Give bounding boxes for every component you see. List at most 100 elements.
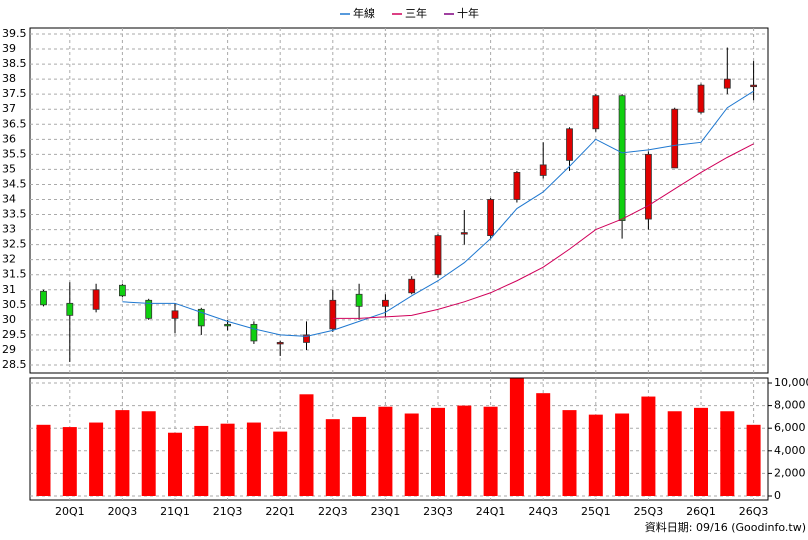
y2-tick-label: 2,000 <box>774 466 806 479</box>
candle-body <box>671 108 679 169</box>
x-tick-label: 22Q1 <box>265 505 295 518</box>
footer: 資料日期: 09/16 (Goodinfo.tw) <box>645 520 806 534</box>
volume-bar <box>720 411 735 496</box>
volume-bar <box>641 396 656 496</box>
candle-body <box>697 84 705 113</box>
volume-bar <box>36 424 51 496</box>
y-tick-label: 33.5 <box>2 208 27 221</box>
candle-body <box>92 289 100 310</box>
volume-bar <box>431 407 445 496</box>
candle-body <box>303 334 310 343</box>
y-tick-label: 30 <box>2 313 16 326</box>
y-tick-label: 28.5 <box>2 358 27 371</box>
x-tick-label: 26Q1 <box>686 505 716 518</box>
volume-bar <box>325 419 340 496</box>
x-tick-label: 25Q3 <box>634 505 664 518</box>
y-tick-label: 38.5 <box>2 57 27 70</box>
volume-bar <box>588 414 603 496</box>
candle-body <box>566 128 573 161</box>
y2-tick-label: 6,000 <box>774 421 806 434</box>
y-tick-label: 32.5 <box>2 238 27 251</box>
y-tick-label: 31 <box>2 283 16 296</box>
y-tick-label: 34.5 <box>2 177 27 190</box>
x-tick-label: 20Q3 <box>108 505 138 518</box>
legend-label: 年線 <box>353 6 375 20</box>
candle-body <box>224 323 232 327</box>
y2-tick-label: 4,000 <box>774 444 806 457</box>
candle-body <box>487 199 495 237</box>
y-tick-label: 38 <box>2 72 16 85</box>
x-tick-label: 25Q1 <box>581 505 611 518</box>
candle-body <box>66 302 74 316</box>
candle-body <box>276 342 284 345</box>
x-tick-label: 22Q3 <box>318 505 348 518</box>
volume-bar <box>273 431 288 496</box>
volume-bar <box>352 416 367 496</box>
volume-bar <box>694 407 708 496</box>
ma-line <box>122 90 754 337</box>
y-tick-label: 36 <box>2 132 16 145</box>
volume-bar <box>404 413 419 496</box>
y-tick-label: 39 <box>2 42 16 55</box>
y-tick-label: 33 <box>2 223 16 236</box>
y-tick-label: 30.5 <box>2 298 27 311</box>
y-tick-label: 39.5 <box>2 27 27 40</box>
y-tick-label: 35 <box>2 162 16 175</box>
candle-body <box>40 290 47 306</box>
candle-body <box>119 284 126 297</box>
y2-tick-label: 0 <box>774 489 781 502</box>
price-frame <box>29 27 769 374</box>
y-tick-label: 36.5 <box>2 117 27 130</box>
y-tick-label: 31.5 <box>2 268 27 281</box>
legend-label: 三年 <box>405 6 427 20</box>
volume-bar <box>299 394 314 496</box>
candle-body <box>645 153 652 220</box>
x-tick-label: 24Q3 <box>528 505 558 518</box>
candle-body <box>381 299 389 307</box>
legend-label: 十年 <box>457 6 479 20</box>
volume-bar <box>115 410 130 496</box>
volume-bar <box>667 411 682 496</box>
y-tick-label: 29 <box>2 343 16 356</box>
candle-body <box>197 308 205 327</box>
candle-body <box>408 278 416 294</box>
x-tick-label: 26Q3 <box>739 505 769 518</box>
volume-bar <box>141 411 156 496</box>
volume-bar <box>615 413 630 496</box>
volume-bar <box>194 425 209 496</box>
candle-body <box>460 232 468 235</box>
x-tick-label: 23Q3 <box>423 505 453 518</box>
x-tick-label: 20Q1 <box>55 505 85 518</box>
volume-frame <box>29 377 769 501</box>
y-tick-label: 37 <box>2 102 16 115</box>
x-tick-label: 24Q1 <box>476 505 506 518</box>
candle-body <box>723 78 731 89</box>
y-tick-label: 37.5 <box>2 87 27 100</box>
volume-bar <box>509 378 524 496</box>
y2-tick-label: 8,000 <box>774 399 806 412</box>
candle-body <box>618 95 626 221</box>
volume-bar <box>89 422 104 496</box>
candle-body <box>539 164 547 176</box>
y-tick-label: 35.5 <box>2 147 27 160</box>
x-tick-label: 23Q1 <box>371 505 401 518</box>
candle-body <box>355 293 363 307</box>
candle-body <box>592 95 600 130</box>
volume-bar <box>562 410 577 496</box>
candle-body <box>145 299 153 319</box>
volume-bar <box>378 406 393 496</box>
x-tick-label: 21Q1 <box>160 505 190 518</box>
x-tick-label: 21Q3 <box>213 505 243 518</box>
y-tick-label: 34 <box>2 193 16 206</box>
candle-body <box>513 172 521 200</box>
volume-bar <box>483 406 498 496</box>
candle-body <box>750 84 757 88</box>
volume-bar <box>457 405 472 496</box>
y2-tick-label: 10,000 <box>774 376 808 389</box>
volume-bar <box>168 432 182 496</box>
volume-bar <box>746 424 761 496</box>
ma-line <box>332 143 754 319</box>
volume-bar <box>246 422 261 496</box>
volume-bar <box>62 427 77 496</box>
